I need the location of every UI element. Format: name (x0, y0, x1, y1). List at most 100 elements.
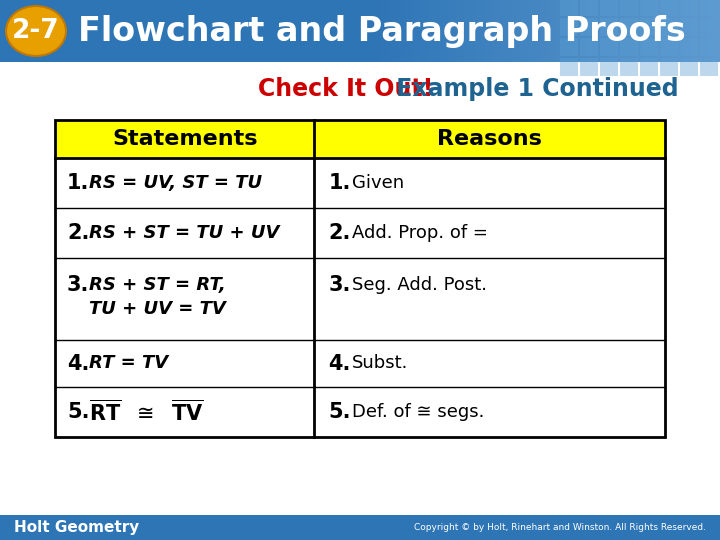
Bar (516, 0, 517, 62)
Bar (701, 0, 702, 62)
Bar (587, 0, 588, 62)
Bar (497, 0, 498, 62)
Text: RS + ST = RT,: RS + ST = RT, (89, 276, 226, 294)
Bar (416, 0, 417, 62)
Bar (642, 0, 643, 62)
Bar (600, 0, 618, 16)
Bar (637, 0, 638, 62)
Bar (579, 0, 580, 62)
Bar (457, 0, 458, 62)
Bar (621, 0, 622, 62)
Text: Check It Out!: Check It Out! (258, 77, 433, 101)
Bar (561, 0, 562, 62)
Bar (678, 0, 679, 62)
Bar (680, 0, 698, 16)
Bar (477, 0, 478, 62)
Bar (371, 0, 372, 62)
Bar (620, 0, 638, 16)
Bar (626, 0, 627, 62)
Bar (448, 0, 449, 62)
Bar (551, 0, 552, 62)
Bar (663, 0, 664, 62)
Bar (583, 0, 584, 62)
Bar (619, 0, 620, 62)
Text: Flowchart and Paragraph Proofs: Flowchart and Paragraph Proofs (78, 16, 685, 49)
Text: Seg. Add. Post.: Seg. Add. Post. (352, 276, 487, 294)
Bar (700, 38, 718, 56)
Bar (500, 0, 501, 62)
Text: 2.: 2. (328, 223, 351, 243)
Bar (506, 0, 507, 62)
Bar (543, 0, 544, 62)
Bar (463, 0, 464, 62)
Bar (602, 0, 603, 62)
Bar (403, 0, 404, 62)
Bar (571, 0, 572, 62)
Bar (372, 0, 373, 62)
Bar (502, 0, 503, 62)
Bar (513, 0, 514, 62)
Bar (498, 0, 499, 62)
Bar (455, 0, 456, 62)
Bar (546, 0, 547, 62)
Bar (421, 0, 422, 62)
Bar (717, 0, 718, 62)
Bar (475, 0, 476, 62)
Bar (468, 0, 469, 62)
Bar (600, 38, 618, 56)
Bar (600, 58, 618, 76)
Bar (479, 0, 480, 62)
Bar (685, 0, 686, 62)
Bar (695, 0, 696, 62)
Bar (531, 0, 532, 62)
Bar (517, 0, 518, 62)
Text: 4.: 4. (328, 354, 351, 374)
Bar (437, 0, 438, 62)
Bar (406, 0, 407, 62)
Bar (620, 18, 638, 36)
Bar (688, 0, 689, 62)
Bar (441, 0, 442, 62)
Bar (639, 0, 640, 62)
Bar (615, 0, 616, 62)
Bar (680, 0, 681, 62)
Bar (697, 0, 698, 62)
Bar (686, 0, 687, 62)
Bar (640, 0, 641, 62)
Bar (520, 0, 521, 62)
Bar (681, 0, 682, 62)
Bar (557, 0, 558, 62)
Bar (430, 0, 431, 62)
Bar (629, 0, 630, 62)
Bar (541, 0, 542, 62)
Bar (539, 0, 540, 62)
Bar (610, 0, 611, 62)
Bar (487, 0, 488, 62)
Bar (702, 0, 703, 62)
Bar (414, 0, 415, 62)
Bar (519, 0, 520, 62)
Bar (405, 0, 406, 62)
Bar (591, 0, 592, 62)
Bar (558, 0, 559, 62)
Bar (575, 0, 576, 62)
Bar (412, 0, 413, 62)
Bar (424, 0, 425, 62)
Bar (460, 0, 461, 62)
Bar (596, 0, 597, 62)
Bar (574, 0, 575, 62)
Bar (641, 0, 642, 62)
Bar (381, 0, 382, 62)
Bar (645, 0, 646, 62)
Bar (620, 58, 638, 76)
Bar (413, 0, 414, 62)
Bar (370, 0, 371, 62)
Bar (592, 0, 593, 62)
Bar (461, 0, 462, 62)
Bar (714, 0, 715, 62)
Bar (672, 0, 673, 62)
Bar (450, 0, 451, 62)
Bar (580, 18, 598, 36)
Bar (616, 0, 617, 62)
Bar (620, 38, 638, 56)
